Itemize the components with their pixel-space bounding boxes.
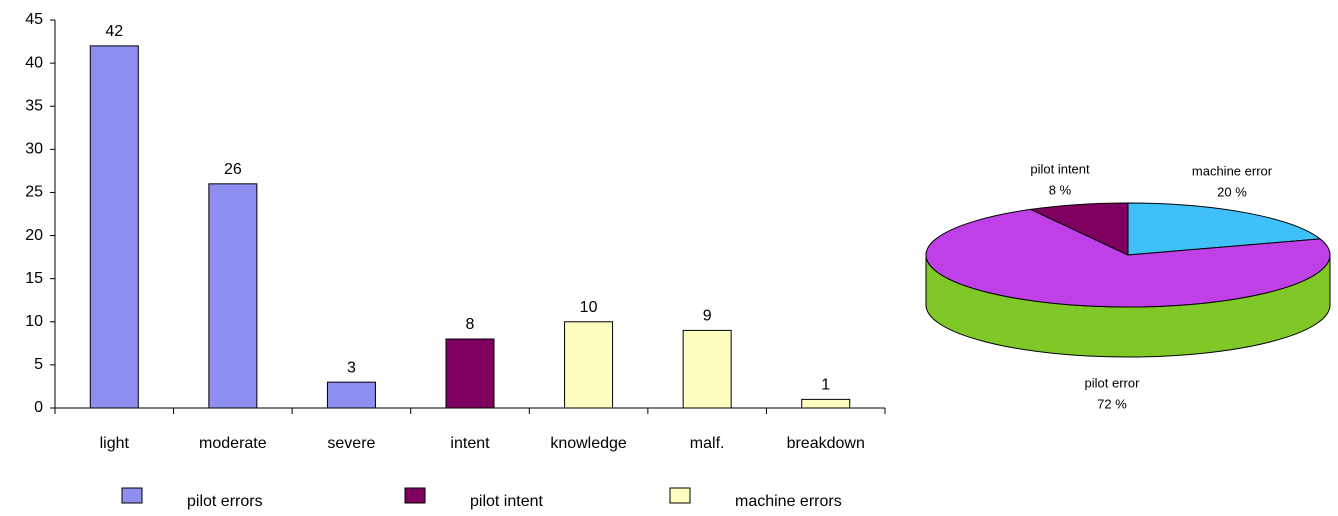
y-tick-label: 5 — [34, 356, 43, 373]
pie-slice — [925, 208, 1331, 308]
x-tick-label: intent — [450, 435, 490, 452]
bar — [208, 183, 258, 409]
x-tick-label: moderate — [199, 435, 267, 452]
data-label: 9 — [703, 308, 712, 325]
pie-slice — [1127, 202, 1322, 256]
x-tick-label: breakdown — [787, 435, 865, 452]
bar — [682, 329, 732, 409]
legend-label: pilot errors — [187, 493, 263, 510]
x-tick-label: light — [100, 435, 130, 452]
legend-label: pilot intent — [470, 493, 543, 510]
pie-value-label: 8 % — [1049, 182, 1072, 197]
y-tick-label: 15 — [25, 270, 43, 287]
y-tick-label: 45 — [25, 11, 43, 28]
pie: machine error 20 % pilot error 72 % pilot in… — [925, 161, 1331, 411]
x-tick-label: severe — [327, 435, 375, 452]
legend-swatch — [404, 487, 426, 504]
data-label: 8 — [466, 316, 475, 333]
y-tick-label: 10 — [25, 313, 43, 330]
x-tick-label: malf. — [690, 435, 725, 452]
data-label: 3 — [347, 359, 356, 376]
bar — [445, 338, 495, 409]
bar — [326, 381, 376, 409]
legend-swatch — [121, 487, 143, 504]
x-tick-label: knowledge — [550, 435, 627, 452]
data-label: 1 — [821, 377, 830, 394]
data-label: 26 — [224, 161, 242, 178]
pie-label: machine error — [1192, 163, 1273, 178]
legend-swatch — [669, 487, 691, 504]
y-tick-label: 0 — [34, 399, 43, 416]
y-tick-label: 35 — [25, 97, 43, 114]
bar — [801, 398, 851, 409]
data-label: 10 — [580, 299, 598, 316]
bar — [89, 45, 139, 409]
pie-value-label: 20 % — [1217, 184, 1247, 199]
y-tick-label: 20 — [25, 227, 43, 244]
y-tick-label: 30 — [25, 141, 43, 158]
legend-label: machine errors — [735, 493, 842, 510]
data-label: 42 — [105, 23, 123, 40]
bar — [564, 321, 614, 409]
pie-label: pilot error — [1085, 375, 1141, 390]
pie-value-label: 72 % — [1097, 396, 1127, 411]
y-tick-label: 25 — [25, 184, 43, 201]
pie-slice — [1028, 202, 1129, 256]
pie-label: pilot intent — [1030, 161, 1090, 176]
y-tick-label: 40 — [25, 54, 43, 71]
